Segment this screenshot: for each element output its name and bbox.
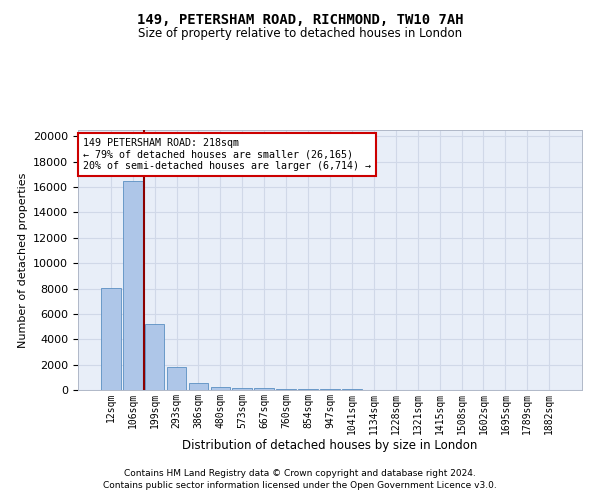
Bar bbox=[145, 324, 164, 390]
Bar bbox=[254, 388, 274, 390]
Bar bbox=[101, 288, 121, 390]
Bar bbox=[232, 388, 252, 390]
Bar bbox=[123, 180, 143, 390]
Bar bbox=[167, 366, 187, 390]
Bar bbox=[188, 383, 208, 390]
Bar bbox=[276, 388, 296, 390]
Text: Size of property relative to detached houses in London: Size of property relative to detached ho… bbox=[138, 28, 462, 40]
Bar bbox=[211, 387, 230, 390]
Text: 149 PETERSHAM ROAD: 218sqm
← 79% of detached houses are smaller (26,165)
20% of : 149 PETERSHAM ROAD: 218sqm ← 79% of deta… bbox=[83, 138, 371, 171]
Y-axis label: Number of detached properties: Number of detached properties bbox=[17, 172, 28, 348]
Bar bbox=[298, 389, 318, 390]
Text: 149, PETERSHAM ROAD, RICHMOND, TW10 7AH: 149, PETERSHAM ROAD, RICHMOND, TW10 7AH bbox=[137, 12, 463, 26]
Text: Contains HM Land Registry data © Crown copyright and database right 2024.: Contains HM Land Registry data © Crown c… bbox=[124, 468, 476, 477]
X-axis label: Distribution of detached houses by size in London: Distribution of detached houses by size … bbox=[182, 440, 478, 452]
Text: Contains public sector information licensed under the Open Government Licence v3: Contains public sector information licen… bbox=[103, 481, 497, 490]
